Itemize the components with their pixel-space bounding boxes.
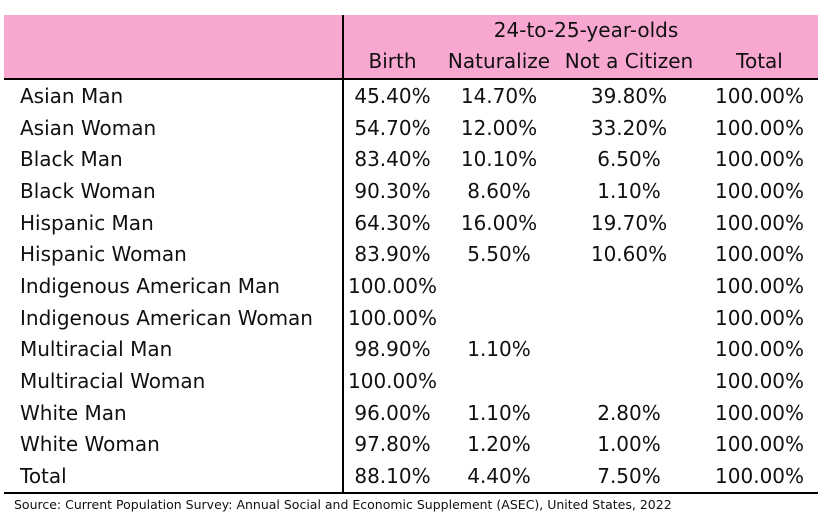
- table-cell: 100.00%: [715, 369, 805, 394]
- row-label: Asian Woman: [4, 111, 344, 144]
- row-label: Multiracial Woman: [4, 365, 344, 397]
- table-row: Multiracial Man 98.90% 1.10% 100.00%: [4, 333, 818, 366]
- row-label: Hispanic Man: [4, 206, 344, 239]
- table-row: White Woman 97.80% 1.20% 1.00% 100.00%: [4, 428, 818, 461]
- row-label: Multiracial Man: [4, 333, 344, 366]
- table-cell: 100.00%: [715, 400, 805, 425]
- table-cell: 2.80%: [597, 400, 661, 425]
- table-cell: 54.70%: [354, 115, 431, 140]
- table-cell: 16.00%: [460, 210, 538, 235]
- corner-cell-lower: [4, 45, 344, 80]
- row-label: Total: [4, 460, 344, 494]
- table-row: Black Woman 90.30% 8.60% 1.10% 100.00%: [4, 175, 818, 207]
- group-header-row: 24-to-25-year-olds: [4, 15, 819, 45]
- table-row: Asian Man 45.40% 14.70% 39.80% 100.00%: [4, 79, 818, 112]
- table-cell: 88.10%: [343, 460, 441, 494]
- table-row: White Man 96.00% 1.10% 2.80% 100.00%: [4, 396, 818, 429]
- table-cell: 100.00%: [715, 210, 805, 235]
- citizenship-table-container: 24-to-25-year-olds Birth Naturalize Not …: [4, 15, 819, 494]
- table-cell: [557, 365, 701, 397]
- column-header-birth: Birth: [343, 45, 441, 80]
- table-cell: 1.10%: [467, 400, 531, 425]
- row-label: Black Woman: [4, 175, 344, 207]
- table-cell: 100.00%: [715, 305, 805, 330]
- table-cell: 14.70%: [460, 83, 538, 108]
- table-cell: 1.00%: [597, 432, 661, 457]
- table-row: Hispanic Man 64.30% 16.00% 19.70% 100.00%: [4, 206, 818, 239]
- row-label: Indigenous American Man: [4, 270, 344, 302]
- table-cell: 100.00%: [348, 305, 437, 330]
- table-cell: 100.00%: [715, 147, 805, 172]
- group-header: 24-to-25-year-olds: [493, 18, 679, 42]
- table-cell: 10.60%: [590, 242, 668, 267]
- table-cell: 10.10%: [460, 147, 538, 172]
- table-cell: 83.40%: [354, 147, 431, 172]
- table-cell: [441, 270, 557, 302]
- table-cell: 100.00%: [348, 369, 437, 394]
- table-cell: 45.40%: [354, 83, 431, 108]
- row-label: White Woman: [4, 428, 344, 461]
- corner-cell: [4, 15, 344, 45]
- table-cell: 100.00%: [701, 460, 819, 494]
- table-cell: 100.00%: [715, 337, 805, 362]
- table-cell: 97.80%: [354, 432, 431, 457]
- row-label: Black Man: [4, 143, 344, 176]
- table-cell: 64.30%: [354, 210, 431, 235]
- source-note: Source: Current Population Survey: Annua…: [14, 497, 672, 512]
- table-cell: 83.90%: [354, 242, 431, 267]
- citizenship-table: 24-to-25-year-olds Birth Naturalize Not …: [4, 15, 819, 494]
- table-cell: 1.10%: [467, 337, 531, 362]
- table-cell: 39.80%: [590, 83, 668, 108]
- table-cell: 100.00%: [348, 273, 437, 298]
- table-row: Black Man 83.40% 10.10% 6.50% 100.00%: [4, 143, 818, 176]
- table-cell: 5.50%: [467, 242, 531, 267]
- column-header-not-a-citizen: Not a Citizen: [557, 45, 701, 80]
- table-cell: 12.00%: [460, 115, 538, 140]
- table-cell: 6.50%: [597, 147, 661, 172]
- table-cell: [557, 334, 701, 366]
- table-body: Asian Man 45.40% 14.70% 39.80% 100.00% Asian …: [4, 79, 819, 494]
- table-row: Multiracial Woman 100.00% 100.00%: [4, 365, 818, 397]
- table-cell: 7.50%: [557, 460, 701, 494]
- column-header-row: Birth Naturalize Not a Citizen Total: [4, 45, 819, 80]
- row-label: Asian Man: [4, 79, 344, 112]
- table-row: Indigenous American Woman 100.00% 100.00%: [4, 301, 818, 334]
- table-cell: [441, 302, 557, 334]
- table-cell: [557, 270, 701, 302]
- table-row: Total 88.10% 4.40% 7.50% 100.00%: [4, 460, 819, 494]
- table-cell: 96.00%: [354, 400, 431, 425]
- table-cell: 90.30%: [354, 178, 431, 203]
- table-header: 24-to-25-year-olds Birth Naturalize Not …: [4, 15, 819, 80]
- column-header-total: Total: [701, 45, 819, 80]
- column-header-naturalize: Naturalize: [441, 45, 557, 80]
- table-row: Hispanic Woman 83.90% 5.50% 10.60% 100.00%: [4, 238, 818, 271]
- table-cell: 4.40%: [441, 460, 557, 494]
- table-cell: 98.90%: [354, 337, 431, 362]
- table-cell: 100.00%: [715, 242, 805, 267]
- table-cell: 8.60%: [467, 178, 531, 203]
- table-cell: 100.00%: [715, 273, 805, 298]
- table-cell: [557, 302, 701, 334]
- table-row: Indigenous American Man 100.00% 100.00%: [4, 270, 818, 302]
- table-cell: 19.70%: [590, 210, 668, 235]
- row-label: Hispanic Woman: [4, 238, 344, 271]
- table-cell: 33.20%: [590, 115, 668, 140]
- table-cell: [441, 365, 557, 397]
- table-cell: 100.00%: [715, 115, 805, 140]
- table-cell: 1.20%: [467, 432, 531, 457]
- row-label: Indigenous American Woman: [4, 301, 344, 334]
- table-cell: 1.10%: [597, 178, 661, 203]
- table-cell: 100.00%: [715, 432, 805, 457]
- table-cell: 100.00%: [715, 178, 805, 203]
- table-cell: 100.00%: [715, 83, 805, 108]
- row-label: White Man: [4, 396, 344, 429]
- table-row: Asian Woman 54.70% 12.00% 33.20% 100.00%: [4, 111, 818, 144]
